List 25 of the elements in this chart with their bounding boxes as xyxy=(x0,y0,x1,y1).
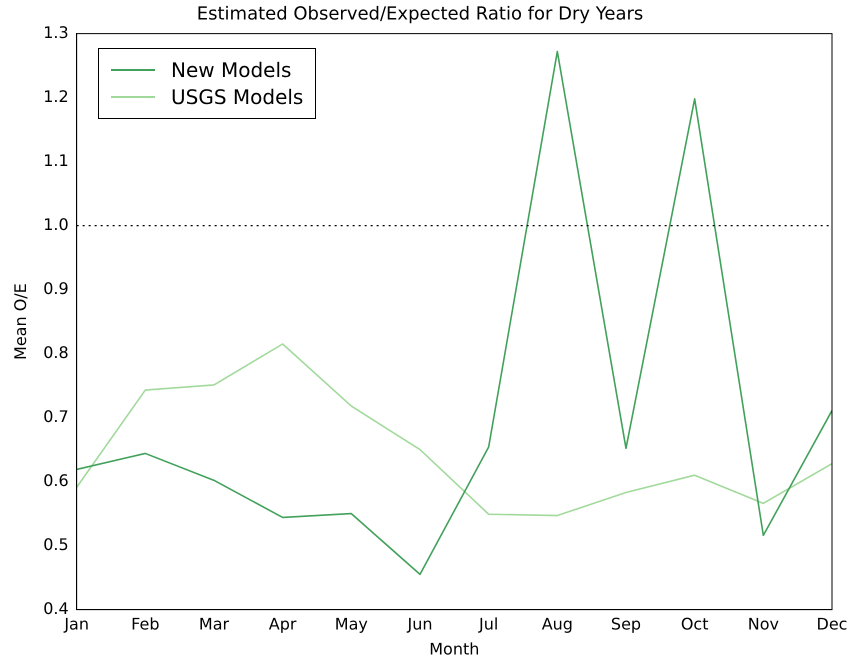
y-tick-label: 0.9 xyxy=(43,278,69,298)
x-tick-label: May xyxy=(334,614,368,634)
x-tick-label: Jun xyxy=(406,614,432,634)
chart-title: Estimated Observed/Expected Ratio for Dry Years xyxy=(196,3,644,24)
y-tick-label: 0.8 xyxy=(43,342,69,362)
y-tick-label: 0.6 xyxy=(43,470,69,490)
x-tick-label: Feb xyxy=(131,614,160,634)
y-tick-label: 0.5 xyxy=(43,534,69,554)
y-tick-label: 1.1 xyxy=(43,150,69,170)
x-tick-label: Aug xyxy=(542,614,573,634)
x-tick-label: Dec xyxy=(816,614,848,634)
legend-label: New Models xyxy=(171,58,292,82)
y-tick-label: 1.3 xyxy=(43,22,69,42)
y-tick-label: 0.7 xyxy=(43,406,69,426)
x-tick-label: Apr xyxy=(268,614,297,634)
x-tick-label: Jul xyxy=(478,614,498,634)
x-tick-label: Mar xyxy=(198,614,230,634)
x-tick-label: Nov xyxy=(748,614,779,634)
y-axis-title: Mean O/E xyxy=(10,283,30,360)
x-axis-title: Month xyxy=(429,640,480,659)
y-tick-label: 1.0 xyxy=(43,214,69,234)
legend-label: USGS Models xyxy=(171,85,304,109)
y-tick-label: 1.2 xyxy=(43,86,69,106)
x-tick-label: Sep xyxy=(610,614,642,634)
x-tick-label: Oct xyxy=(680,614,708,634)
